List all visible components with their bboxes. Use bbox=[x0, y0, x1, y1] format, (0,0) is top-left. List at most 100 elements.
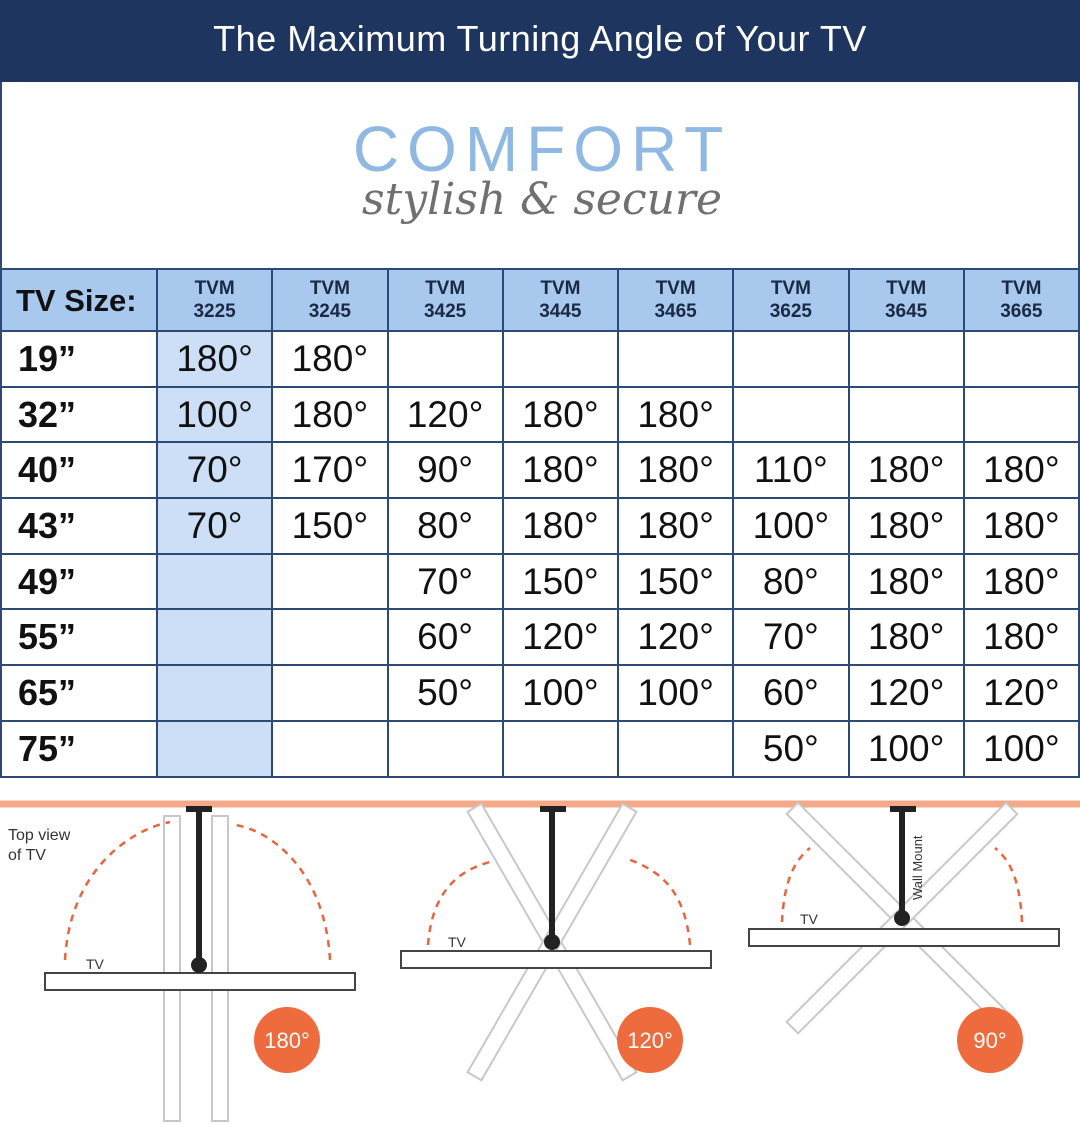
angle-cell bbox=[732, 385, 850, 444]
table-row: 75” 50° 100° 100° bbox=[0, 719, 1080, 778]
header-row: TV Size: TVM 3225 TVM 3245 TVM 3425 TVM 344… bbox=[0, 268, 1080, 332]
angle-cell: 180° bbox=[847, 497, 965, 555]
angle-cell bbox=[271, 552, 389, 611]
angle-cell: 90° bbox=[386, 441, 504, 500]
angle-cell bbox=[155, 608, 274, 667]
model-header: TVM 3645 bbox=[847, 268, 965, 332]
angle-cell: 180° bbox=[847, 441, 965, 500]
logo-area: COMFORT stylish & secure bbox=[0, 82, 1080, 268]
angle-cell: 120° bbox=[962, 664, 1080, 722]
table-row: 40” 70° 170° 90° 180° 180° 110° 180° 180° bbox=[0, 441, 1080, 500]
angle-cell bbox=[271, 719, 389, 778]
tv-label: TV bbox=[448, 934, 467, 950]
angle-cell bbox=[847, 385, 965, 444]
wall-mount-label: Wall Mount bbox=[910, 835, 925, 900]
table-row: 19” 180° 180° bbox=[0, 330, 1080, 388]
brand: COMFORT bbox=[352, 113, 732, 185]
title-bar: The Maximum Turning Angle of Your TV bbox=[0, 0, 1080, 82]
table-row: 43” 70° 150° 80° 180° 180° 100° 180° 180° bbox=[0, 497, 1080, 555]
angle-cell: 180° bbox=[501, 441, 620, 500]
angle-cell: 180° bbox=[962, 441, 1080, 500]
angle-cell: 180° bbox=[962, 608, 1080, 667]
angle-badge: 180° bbox=[264, 1028, 310, 1053]
angle-cell: 70° bbox=[732, 608, 850, 667]
diagram-180 bbox=[44, 806, 356, 1122]
angle-cell: 150° bbox=[501, 552, 620, 611]
angle-cell: 180° bbox=[962, 552, 1080, 611]
angle-cell: 150° bbox=[271, 497, 389, 555]
angle-cell: 180° bbox=[847, 608, 965, 667]
angle-cell bbox=[386, 330, 504, 388]
angle-badge: 90° bbox=[973, 1028, 1006, 1053]
angle-cell: 120° bbox=[847, 664, 965, 722]
angle-cell bbox=[501, 330, 620, 388]
size-cell: 49” bbox=[0, 552, 158, 611]
model-header: TVM 3465 bbox=[616, 268, 735, 332]
angle-cell: 120° bbox=[386, 385, 504, 444]
angle-cell: 110° bbox=[732, 441, 850, 500]
angle-cell: 100° bbox=[732, 497, 850, 555]
angle-cell: 100° bbox=[155, 385, 274, 444]
angle-cell: 120° bbox=[501, 608, 620, 667]
angle-cell bbox=[732, 330, 850, 388]
angle-cell: 180° bbox=[616, 441, 735, 500]
size-cell: 55” bbox=[0, 608, 158, 667]
angle-badge: 120° bbox=[627, 1028, 673, 1053]
size-cell: 65” bbox=[0, 664, 158, 722]
angle-cell bbox=[616, 719, 735, 778]
tv-label: TV bbox=[86, 956, 105, 972]
angle-cell bbox=[962, 385, 1080, 444]
size-cell: 40” bbox=[0, 441, 158, 500]
diagram-90 bbox=[748, 801, 1060, 1073]
angle-cell: 180° bbox=[847, 552, 965, 611]
angle-cell bbox=[155, 664, 274, 722]
model-header: TVM 3245 bbox=[271, 268, 389, 332]
model-header: TVM 3225 bbox=[155, 268, 274, 332]
caption: Top view of TV bbox=[8, 827, 71, 864]
angle-cell: 100° bbox=[501, 664, 620, 722]
angle-cell bbox=[155, 552, 274, 611]
tv-label: TV bbox=[800, 911, 819, 927]
angle-cell: 180° bbox=[616, 385, 735, 444]
angle-cell: 180° bbox=[616, 497, 735, 555]
angle-cell: 70° bbox=[155, 441, 274, 500]
size-cell: 19” bbox=[0, 330, 158, 388]
angle-cell: 100° bbox=[847, 719, 965, 778]
angle-cell bbox=[847, 330, 965, 388]
model-header: TVM 3425 bbox=[386, 268, 504, 332]
angle-cell bbox=[155, 719, 274, 778]
angle-table: TV Size: TVM 3225 TVM 3245 TVM 3425 TVM 344… bbox=[0, 268, 1080, 778]
angle-cell: 50° bbox=[386, 664, 504, 722]
angle-cell: 60° bbox=[732, 664, 850, 722]
angle-cell: 60° bbox=[386, 608, 504, 667]
diagrams: Top view of TV TV TV TV Wall Mount 180° 1… bbox=[0, 800, 1080, 1122]
model-header: TVM 3665 bbox=[962, 268, 1080, 332]
angle-cell bbox=[271, 608, 389, 667]
angle-cell: 70° bbox=[386, 552, 504, 611]
angle-cell bbox=[271, 664, 389, 722]
angle-cell: 180° bbox=[271, 330, 389, 388]
size-cell: 75” bbox=[0, 719, 158, 778]
size-cell: 43” bbox=[0, 497, 158, 555]
angle-cell: 80° bbox=[732, 552, 850, 611]
angle-cell: 180° bbox=[501, 385, 620, 444]
angle-cell: 180° bbox=[962, 497, 1080, 555]
model-header: TVM 3445 bbox=[501, 268, 620, 332]
angle-cell: 180° bbox=[155, 330, 274, 388]
corner-header: TV Size: bbox=[0, 268, 158, 332]
table-row: 49” 70° 150° 150° 80° 180° 180° bbox=[0, 552, 1080, 611]
angle-cell: 100° bbox=[616, 664, 735, 722]
angle-cell: 150° bbox=[616, 552, 735, 611]
angle-cell bbox=[962, 330, 1080, 388]
angle-cell: 180° bbox=[501, 497, 620, 555]
diagram-120 bbox=[400, 802, 712, 1082]
tagline: stylish & secure bbox=[362, 174, 722, 225]
angle-cell bbox=[616, 330, 735, 388]
angle-cell: 70° bbox=[155, 497, 274, 555]
table-row: 55” 60° 120° 120° 70° 180° 180° bbox=[0, 608, 1080, 667]
size-cell: 32” bbox=[0, 385, 158, 444]
table-row: 32” 100° 180° 120° 180° 180° bbox=[0, 385, 1080, 444]
angle-cell: 100° bbox=[962, 719, 1080, 778]
angle-cell bbox=[386, 719, 504, 778]
